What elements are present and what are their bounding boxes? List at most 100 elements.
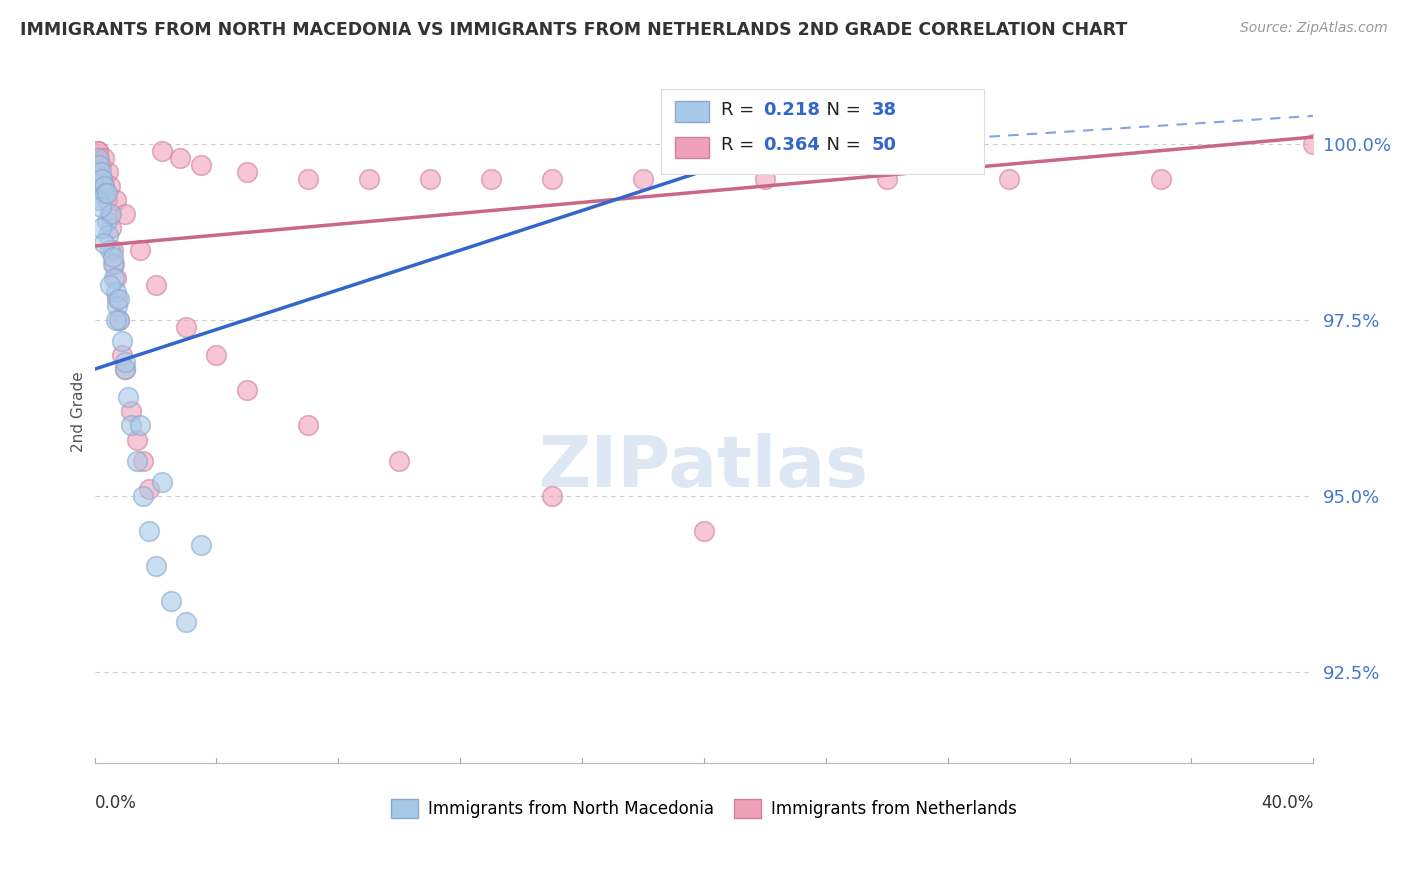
Point	[90, 221, 112, 235]
Point	[107, 292, 129, 306]
Point	[104, 285, 127, 299]
Text: N =: N =	[815, 136, 868, 154]
Point	[138, 482, 160, 496]
Point	[93, 179, 115, 194]
Point	[145, 277, 167, 292]
Point	[117, 390, 139, 404]
Point	[103, 257, 125, 271]
Text: R =: R =	[721, 101, 761, 119]
Point	[89, 158, 111, 172]
Text: R =: R =	[721, 136, 761, 154]
Text: 0.0%: 0.0%	[94, 794, 136, 812]
Point	[97, 228, 120, 243]
Point	[114, 355, 136, 369]
Point	[540, 172, 562, 186]
Point	[98, 243, 121, 257]
Point	[96, 186, 118, 201]
Point	[236, 384, 259, 398]
Point	[100, 221, 122, 235]
Point	[114, 207, 136, 221]
Point	[104, 194, 127, 208]
Point	[96, 194, 118, 208]
Point	[98, 277, 121, 292]
Point	[111, 334, 134, 348]
Legend: Immigrants from North Macedonia, Immigrants from Netherlands: Immigrants from North Macedonia, Immigra…	[385, 793, 1024, 825]
Point	[129, 418, 152, 433]
Point	[90, 165, 112, 179]
Point	[120, 404, 142, 418]
Point	[297, 172, 319, 186]
Text: 0.364: 0.364	[763, 136, 820, 154]
Point	[86, 151, 108, 165]
Point	[94, 186, 117, 201]
Point	[297, 418, 319, 433]
Point	[89, 151, 111, 165]
Point	[111, 348, 134, 362]
Point	[100, 207, 122, 221]
Point	[127, 433, 149, 447]
Point	[93, 151, 115, 165]
Point	[997, 172, 1019, 186]
Point	[108, 292, 131, 306]
Point	[94, 186, 117, 201]
Point	[150, 475, 173, 489]
Point	[114, 362, 136, 376]
Point	[127, 453, 149, 467]
Point	[98, 207, 121, 221]
Point	[91, 172, 114, 186]
Point	[159, 594, 181, 608]
Point	[1302, 136, 1324, 151]
Point	[98, 179, 121, 194]
Point	[93, 235, 115, 250]
Text: ZIPatlas: ZIPatlas	[538, 434, 869, 502]
Point	[754, 172, 776, 186]
Point	[86, 144, 108, 158]
Point	[631, 172, 654, 186]
Point	[357, 172, 380, 186]
Point	[90, 200, 112, 214]
Point	[103, 270, 125, 285]
Text: IMMIGRANTS FROM NORTH MACEDONIA VS IMMIGRANTS FROM NETHERLANDS 2ND GRADE CORRELA: IMMIGRANTS FROM NORTH MACEDONIA VS IMMIG…	[20, 21, 1128, 38]
Point	[91, 172, 114, 186]
Point	[114, 362, 136, 376]
Text: 38: 38	[872, 101, 897, 119]
Point	[169, 151, 191, 165]
Text: Source: ZipAtlas.com: Source: ZipAtlas.com	[1240, 21, 1388, 35]
Text: 40.0%: 40.0%	[1261, 794, 1313, 812]
Point	[101, 250, 124, 264]
Point	[205, 348, 228, 362]
Point	[876, 172, 898, 186]
Point	[145, 559, 167, 574]
Point	[138, 524, 160, 538]
Y-axis label: 2nd Grade: 2nd Grade	[72, 371, 86, 451]
Point	[236, 165, 259, 179]
Point	[104, 313, 127, 327]
Text: 50: 50	[872, 136, 897, 154]
Point	[97, 165, 120, 179]
Point	[388, 453, 411, 467]
Point	[107, 299, 129, 313]
Point	[101, 257, 124, 271]
Point	[120, 418, 142, 433]
Point	[479, 172, 502, 186]
Point	[1150, 172, 1173, 186]
Point	[86, 144, 108, 158]
Point	[96, 214, 118, 228]
Point	[150, 144, 173, 158]
Point	[174, 320, 197, 334]
Point	[104, 270, 127, 285]
Point	[693, 524, 716, 538]
Point	[174, 615, 197, 630]
Point	[132, 489, 155, 503]
Point	[101, 243, 124, 257]
Point	[90, 158, 112, 172]
Point	[86, 194, 108, 208]
Point	[540, 489, 562, 503]
Point	[419, 172, 441, 186]
Point	[132, 453, 155, 467]
Point	[129, 243, 152, 257]
Point	[190, 538, 212, 552]
Point	[93, 179, 115, 194]
Point	[108, 313, 131, 327]
Point	[108, 313, 131, 327]
